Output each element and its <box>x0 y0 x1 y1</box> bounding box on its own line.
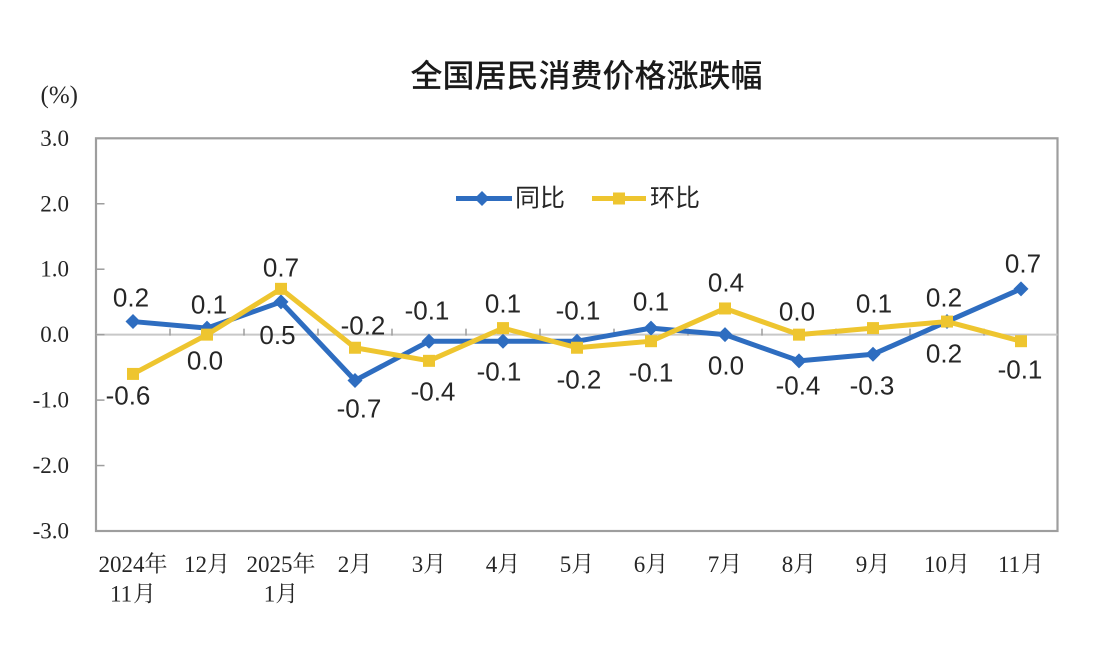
svg-text:2025: 2025 <box>247 552 293 577</box>
svg-text:-0.6: -0.6 <box>106 381 151 411</box>
svg-text:-3.0: -3.0 <box>33 519 69 544</box>
svg-text:0.0: 0.0 <box>779 297 815 327</box>
svg-text:0.1: 0.1 <box>633 287 669 317</box>
svg-text:2: 2 <box>338 552 350 577</box>
svg-text:-0.4: -0.4 <box>411 377 456 407</box>
svg-text:-0.1: -0.1 <box>556 296 601 326</box>
svg-text:0.4: 0.4 <box>708 268 744 298</box>
svg-text:0.1: 0.1 <box>856 289 892 319</box>
svg-text:3: 3 <box>412 552 424 577</box>
svg-text:1.0: 1.0 <box>40 257 69 282</box>
svg-text:-0.7: -0.7 <box>337 394 382 424</box>
svg-text:8: 8 <box>782 552 794 577</box>
svg-text:-1.0: -1.0 <box>33 388 69 413</box>
svg-text:-0.2: -0.2 <box>341 311 386 341</box>
svg-text:5: 5 <box>560 552 572 577</box>
svg-text:0.0: 0.0 <box>708 351 744 381</box>
svg-text:-2.0: -2.0 <box>33 453 69 478</box>
svg-text:11: 11 <box>110 582 132 607</box>
svg-text:-0.3: -0.3 <box>850 371 895 401</box>
svg-text:0.5: 0.5 <box>259 320 295 350</box>
svg-text:4: 4 <box>486 552 498 577</box>
svg-text:-0.1: -0.1 <box>405 296 450 326</box>
svg-text:0.7: 0.7 <box>263 253 299 283</box>
svg-text:0.1: 0.1 <box>191 290 227 320</box>
svg-text:0.1: 0.1 <box>485 289 521 319</box>
svg-text:11: 11 <box>998 552 1020 577</box>
svg-text:(%): (%) <box>41 82 78 109</box>
svg-text:3.0: 3.0 <box>40 126 69 151</box>
svg-text:10: 10 <box>924 552 947 577</box>
svg-text:2024: 2024 <box>99 552 146 577</box>
svg-text:-0.4: -0.4 <box>776 371 821 401</box>
svg-text:1: 1 <box>264 582 276 607</box>
svg-text:7: 7 <box>708 552 720 577</box>
svg-text:0.2: 0.2 <box>113 283 149 313</box>
svg-text:2.0: 2.0 <box>40 191 69 216</box>
svg-text:0.0: 0.0 <box>187 346 223 376</box>
svg-text:-0.1: -0.1 <box>477 357 522 387</box>
svg-text:-0.1: -0.1 <box>629 358 674 388</box>
svg-text:-0.1: -0.1 <box>998 355 1043 385</box>
svg-text:-0.2: -0.2 <box>557 365 602 395</box>
svg-text:0.0: 0.0 <box>40 322 69 347</box>
svg-text:0.2: 0.2 <box>926 339 962 369</box>
svg-text:6: 6 <box>634 552 646 577</box>
svg-text:0.2: 0.2 <box>926 283 962 313</box>
svg-text:12: 12 <box>184 552 207 577</box>
svg-text:0.7: 0.7 <box>1005 249 1041 279</box>
svg-text:9: 9 <box>856 552 868 577</box>
